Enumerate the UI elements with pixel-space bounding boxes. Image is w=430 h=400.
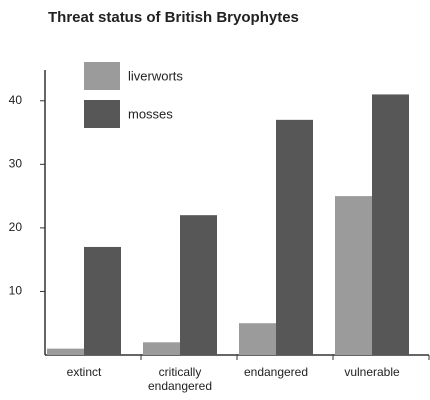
bar — [180, 215, 217, 355]
x-tick-label: extinct — [66, 365, 102, 379]
x-tick-label: endangered — [243, 365, 309, 379]
x-tick-label: critically endangered — [147, 365, 213, 393]
bar — [372, 94, 409, 355]
y-tick-label: 10 — [9, 284, 23, 298]
legend-label: mosses — [128, 106, 173, 121]
y-tick-label: 40 — [9, 93, 23, 107]
bar — [143, 342, 180, 355]
y-tick-label: 20 — [9, 220, 23, 234]
legend-swatch — [84, 100, 120, 128]
bar — [84, 246, 121, 355]
bar — [276, 119, 313, 355]
legend-swatch — [84, 62, 120, 90]
x-tick-label: vulnerable — [344, 365, 400, 379]
bar — [47, 348, 84, 355]
chart-title: Threat status of British Bryophytes — [48, 9, 299, 26]
y-tick-label: 30 — [9, 157, 23, 171]
legend-label: liverworts — [128, 68, 183, 83]
bar — [239, 323, 276, 355]
bar — [335, 196, 372, 355]
